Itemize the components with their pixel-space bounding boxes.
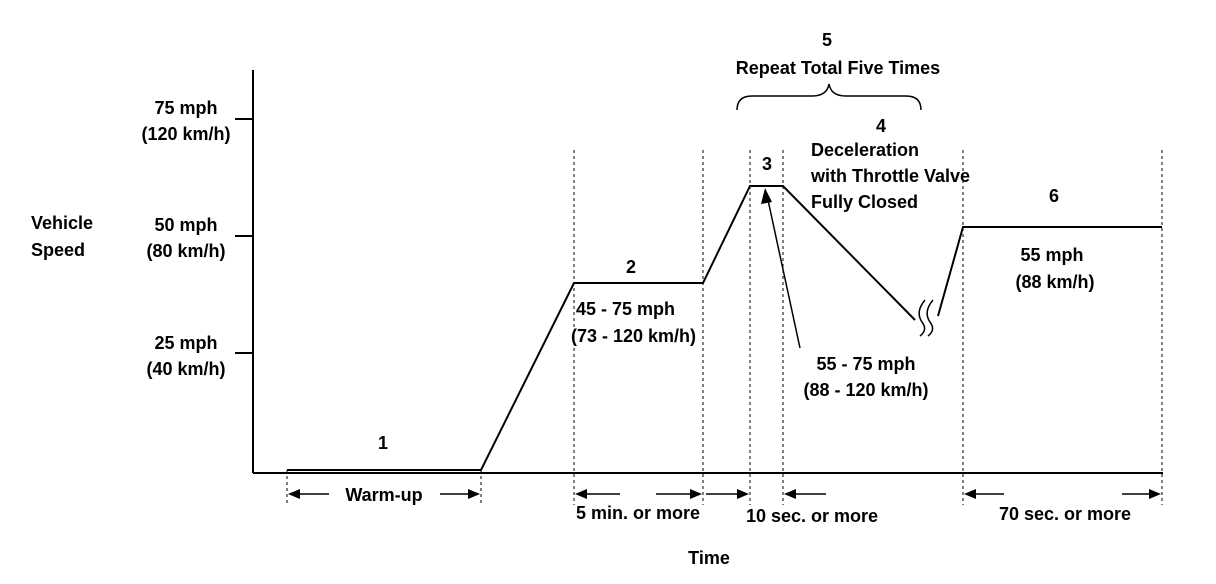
warmup-arrow-left-head	[288, 489, 300, 499]
step5-number: 5	[822, 30, 832, 50]
step5-label: Repeat Total Five Times	[736, 58, 940, 78]
y-tick-label-120-kmh: (120 km/h)	[141, 124, 230, 144]
step3-arrow-right-head	[784, 489, 796, 499]
step3-pointer-head	[761, 188, 772, 204]
y-axis-title-line1: Vehicle	[31, 213, 93, 233]
step3-duration-label: 10 sec. or more	[746, 506, 878, 526]
step6-arrow-right-head	[1149, 489, 1161, 499]
y-tick-label-75-mph: 75 mph	[154, 98, 217, 118]
break-mark-right	[926, 299, 934, 337]
step6-speed-mph: 55 mph	[1020, 245, 1083, 265]
y-tick-label-80-kmh: (80 km/h)	[146, 241, 225, 261]
x-axis-title: Time	[688, 548, 730, 568]
step3-speed-mph: 55 - 75 mph	[816, 354, 915, 374]
step6-number: 6	[1049, 186, 1059, 206]
step2-duration-label: 5 min. or more	[576, 503, 700, 523]
y-tick-label-25-mph: 25 mph	[154, 333, 217, 353]
speed-trace-recovery	[937, 226, 1162, 317]
step4-label-line3: Fully Closed	[811, 192, 918, 212]
step4-number: 4	[876, 116, 886, 136]
step2-arrow-right-head	[690, 489, 702, 499]
step2-arrow-left-head	[575, 489, 587, 499]
y-axis-title-line2: Speed	[31, 240, 85, 260]
y-tick-label-40-kmh: (40 km/h)	[146, 359, 225, 379]
y-tick-label-50-mph: 50 mph	[154, 215, 217, 235]
step2-number: 2	[626, 257, 636, 277]
step2-speed-kmh: (73 - 120 km/h)	[571, 326, 696, 346]
step1-number: 1	[378, 433, 388, 453]
step6-speed-kmh: (88 km/h)	[1015, 272, 1094, 292]
step4-label-line1: Deceleration	[811, 140, 919, 160]
step6-arrow-left-head	[964, 489, 976, 499]
step3-number: 3	[762, 154, 772, 174]
step4-label-line2: with Throttle Valve	[810, 166, 970, 186]
break-mark-left	[918, 299, 926, 337]
step1-duration-label: Warm-up	[345, 485, 422, 505]
warmup-arrow-right-head	[468, 489, 480, 499]
step6-duration-label: 70 sec. or more	[999, 504, 1131, 524]
step2-speed-mph: 45 - 75 mph	[576, 299, 675, 319]
step3-pointer-line	[767, 199, 801, 349]
step3-speed-kmh: (88 - 120 km/h)	[803, 380, 928, 400]
step3-arrow-left-head	[737, 489, 749, 499]
step5-brace	[736, 83, 922, 111]
